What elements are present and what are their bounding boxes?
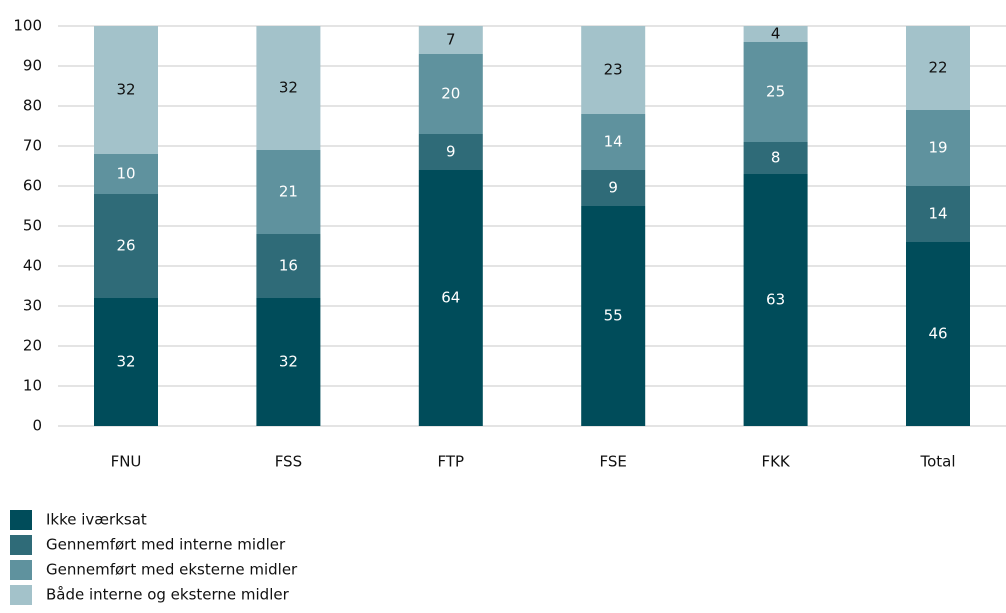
bar-segment bbox=[906, 186, 970, 242]
legend-swatch bbox=[10, 535, 32, 555]
data-label: 19 bbox=[928, 139, 947, 157]
bar-segment bbox=[256, 234, 321, 298]
data-label: 9 bbox=[446, 143, 456, 161]
bars bbox=[94, 26, 970, 426]
bar-segment bbox=[418, 134, 483, 170]
x-tick-label: FKK bbox=[761, 453, 790, 471]
y-tick-label: 50 bbox=[23, 217, 42, 235]
data-label: 14 bbox=[604, 133, 623, 151]
bar-segment bbox=[906, 242, 970, 426]
y-tick-label: 70 bbox=[23, 137, 42, 155]
data-label: 32 bbox=[279, 353, 298, 371]
data-label: 20 bbox=[441, 85, 460, 103]
y-tick-label: 60 bbox=[23, 177, 42, 195]
y-tick-label: 90 bbox=[23, 57, 42, 75]
x-tick-label: FNU bbox=[111, 453, 142, 471]
bar-segment bbox=[743, 142, 808, 174]
data-label: 64 bbox=[441, 289, 460, 307]
bar-segment bbox=[581, 114, 646, 170]
bar-segment bbox=[256, 150, 321, 234]
y-tick-label: 10 bbox=[23, 377, 42, 395]
bar-segment bbox=[418, 54, 483, 134]
data-label: 26 bbox=[116, 237, 135, 255]
bar-segment bbox=[743, 26, 808, 42]
bar-segment bbox=[418, 170, 483, 426]
data-label: 16 bbox=[279, 257, 298, 275]
data-label: 14 bbox=[928, 205, 947, 223]
bar-segment bbox=[581, 170, 646, 206]
y-tick-label: 80 bbox=[23, 97, 42, 115]
x-tick-label: FSE bbox=[600, 453, 627, 471]
bar-segment bbox=[743, 42, 808, 142]
legend-swatch bbox=[10, 510, 32, 530]
legend-swatch bbox=[10, 585, 32, 605]
legend-label: Ikke iværksat bbox=[46, 511, 147, 529]
data-label: 22 bbox=[928, 59, 947, 77]
data-label: 7 bbox=[446, 31, 456, 49]
data-label: 8 bbox=[771, 149, 781, 167]
data-label: 32 bbox=[279, 79, 298, 97]
labels: 0 10 20 30 40 50 60 70 80 90 100 FNU 32 26 10 32 FSS 32 16… bbox=[10, 17, 956, 605]
y-tick-label: 30 bbox=[23, 297, 42, 315]
bar-segment bbox=[94, 154, 158, 194]
legend-label: Gennemført med interne midler bbox=[46, 536, 286, 554]
data-label: 55 bbox=[604, 307, 623, 325]
data-label: 23 bbox=[604, 61, 623, 79]
bar-segment bbox=[906, 26, 970, 110]
bar-segment bbox=[94, 298, 158, 426]
legend-label: Både interne og eksterne midler bbox=[46, 586, 290, 604]
data-label: 63 bbox=[766, 291, 785, 309]
data-label: 32 bbox=[116, 353, 135, 371]
bar-segment bbox=[94, 26, 158, 154]
bar-segment bbox=[743, 174, 808, 426]
x-tick-label: Total bbox=[919, 453, 955, 471]
y-tick-label: 40 bbox=[23, 257, 42, 275]
legend-label: Gennemført med eksterne midler bbox=[46, 561, 298, 579]
legend-swatch bbox=[10, 560, 32, 580]
y-tick-label: 100 bbox=[13, 17, 42, 35]
x-tick-label: FSS bbox=[275, 453, 302, 471]
bar-segment bbox=[581, 206, 646, 426]
x-tick-label: FTP bbox=[438, 453, 465, 471]
y-tick-label: 0 bbox=[32, 417, 42, 435]
data-label: 46 bbox=[928, 325, 947, 343]
data-label: 10 bbox=[116, 165, 135, 183]
data-label: 32 bbox=[116, 81, 135, 99]
bar-segment bbox=[418, 26, 483, 54]
bar-segment bbox=[94, 194, 158, 298]
grid bbox=[58, 25, 1006, 427]
bar-segment bbox=[256, 26, 321, 150]
bar-segment bbox=[256, 298, 321, 426]
data-label: 25 bbox=[766, 83, 785, 101]
bar-segment bbox=[906, 110, 970, 186]
data-label: 4 bbox=[771, 25, 781, 43]
data-label: 9 bbox=[608, 179, 618, 197]
bar-segment bbox=[581, 26, 646, 114]
y-tick-label: 20 bbox=[23, 337, 42, 355]
data-label: 21 bbox=[279, 183, 298, 201]
